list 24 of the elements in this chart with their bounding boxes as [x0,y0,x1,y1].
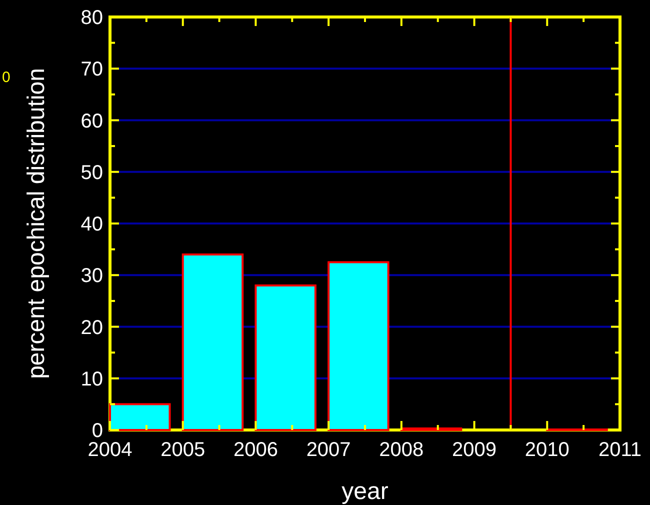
y-tick-label: 70 [80,58,103,81]
bar [182,253,244,431]
y-tick-label: 40 [80,214,103,236]
x-tick-label: 2010 [524,439,570,461]
x-tick-label: 2008 [379,439,424,461]
bar [328,261,390,431]
bar [254,284,316,431]
x-tick-label: 2004 [88,439,132,461]
text: 0 [2,69,10,86]
x-tick-label: 2011 [598,439,642,461]
y-tick-label: 0 [92,420,103,442]
x-axis-title: year [342,478,388,505]
y-tick-label: 50 [80,162,103,184]
x-tick-label: 2006 [233,439,278,461]
x-tick-label: 2009 [452,439,497,461]
y-axis-title: percent epochical distribution [23,68,50,379]
y-tick-label: 10 [80,368,103,390]
bar [109,403,171,431]
y-tick-label: 20 [80,316,103,339]
y-tick-label: 30 [80,265,103,288]
y-tick-label: 60 [80,110,103,132]
x-tick-label: 2007 [306,439,351,461]
x-tick-label: 2005 [160,439,206,461]
y-tick-label: 80 [80,7,103,29]
